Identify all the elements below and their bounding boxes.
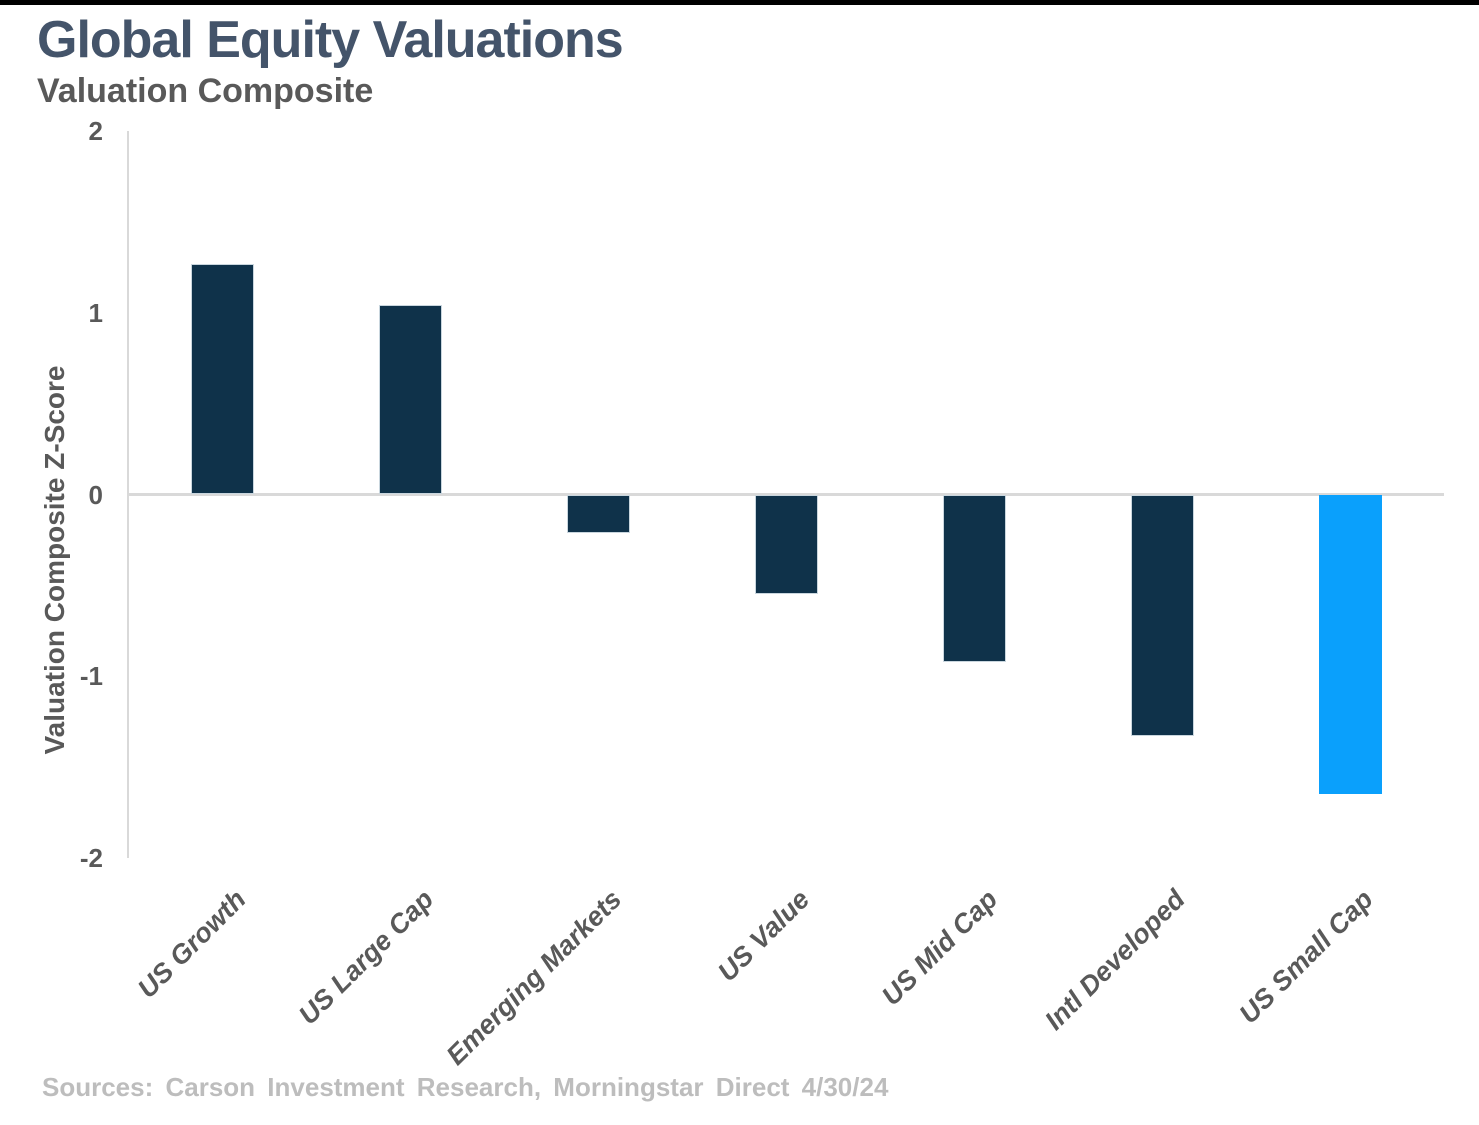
bar-us-value bbox=[754, 494, 818, 595]
x-tick-label-us-mid-cap: US Mid Cap bbox=[875, 884, 1004, 1012]
bar-us-growth bbox=[190, 263, 254, 495]
y-axis-title: Valuation Composite Z-Score bbox=[39, 365, 70, 755]
x-tick-label-us-small-cap: US Small Cap bbox=[1233, 884, 1380, 1030]
y-tick-label-0: 0 bbox=[88, 479, 103, 510]
y-tick-label-neg2: -2 bbox=[79, 843, 103, 873]
source-attribution: Sources: Carson Investment Research, Mor… bbox=[42, 1072, 889, 1102]
x-tick-label-emerging-markets: Emerging Markets bbox=[440, 884, 628, 1071]
x-tick-label-us-value: US Value bbox=[711, 884, 816, 988]
top-border bbox=[0, 0, 1479, 5]
chart-subtitle: Valuation Composite bbox=[37, 72, 374, 110]
bar-emerging-markets bbox=[566, 494, 630, 533]
y-tick-label-neg1: -1 bbox=[79, 661, 103, 692]
bar-us-small-cap bbox=[1318, 494, 1382, 795]
chart-title: Global Equity Valuations bbox=[37, 11, 624, 69]
bar-intl-developed bbox=[1130, 494, 1194, 737]
x-tick-label-us-growth: US Growth bbox=[131, 884, 252, 1004]
y-tick-label-2: 2 bbox=[88, 116, 103, 146]
x-tick-label-us-large-cap: US Large Cap bbox=[292, 884, 440, 1031]
x-tick-label-intl-developed: Intl Developed bbox=[1039, 884, 1192, 1036]
y-tick-label-1: 1 bbox=[88, 297, 103, 328]
bar-us-mid-cap bbox=[942, 494, 1006, 662]
bar-us-large-cap bbox=[378, 305, 442, 495]
